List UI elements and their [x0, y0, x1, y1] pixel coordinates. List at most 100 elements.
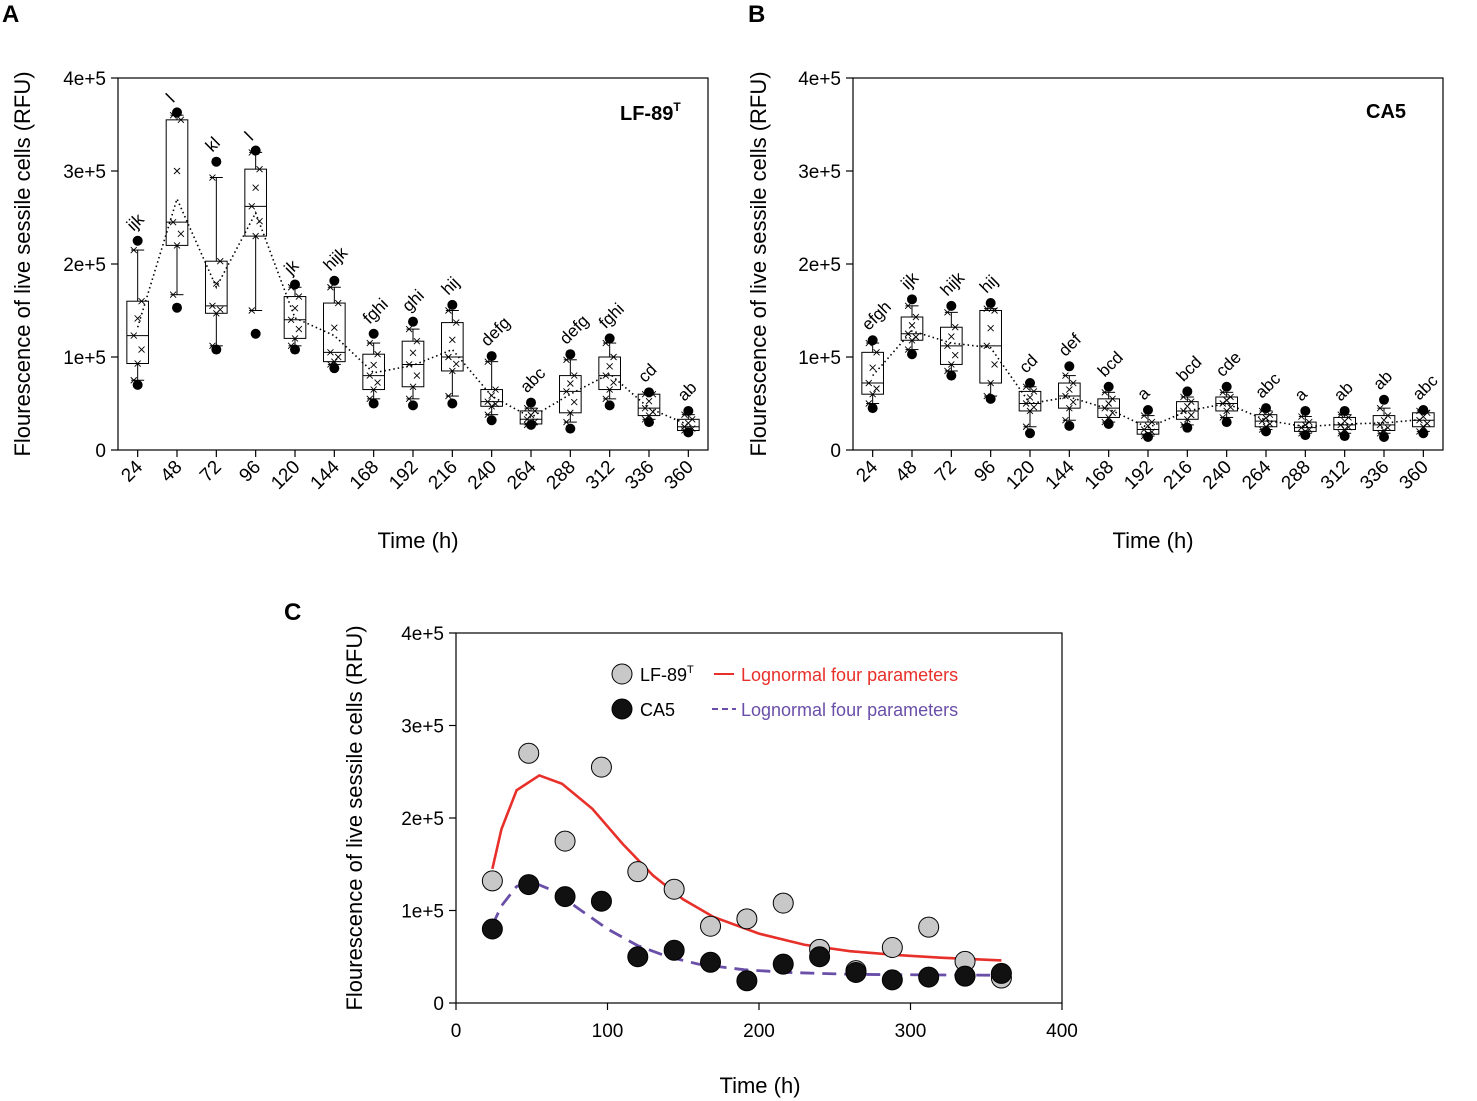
significance-letter: hij [438, 273, 463, 298]
observation-marker [1030, 403, 1038, 411]
panel-a-y-axis: 0 1e+5 2e+5 3e+5 4e+5 [63, 69, 118, 462]
x-tick-label: 96 [970, 457, 1000, 487]
box-168: fghi [359, 295, 392, 409]
box-48: ijk [897, 268, 924, 360]
box-body [861, 351, 884, 395]
y-tick-label: 1e+5 [401, 902, 444, 923]
y-tick-label: 3e+5 [63, 162, 106, 183]
outlier-point [329, 363, 340, 374]
box-body [598, 356, 621, 391]
significance-letter: hijk [937, 268, 969, 300]
box-360: ab [674, 378, 701, 438]
data-point-lf89 [772, 892, 794, 914]
outlier-point [1261, 426, 1271, 437]
box-312: fghi [595, 299, 628, 411]
data-point-lf89 [518, 742, 540, 764]
y-tick-label: 2e+5 [63, 255, 106, 276]
outlier-point [946, 370, 957, 381]
observation-marker [1227, 393, 1234, 401]
y-tick-label: 3e+5 [401, 717, 444, 738]
panel-c-plot-frame [455, 632, 1063, 1004]
observation-marker [951, 323, 959, 331]
outlier-point [683, 405, 694, 416]
box-24: ijk [123, 209, 149, 390]
box-body [900, 316, 924, 341]
observation-marker [334, 299, 342, 307]
observation-marker [138, 346, 145, 353]
x-tick-label: 0 [451, 1021, 462, 1042]
box-body [480, 389, 503, 407]
x-tick-label: 312 [582, 457, 619, 494]
observation-marker [248, 307, 256, 314]
x-tick-label: 360 [1396, 457, 1433, 494]
observation-marker [610, 379, 617, 386]
panel-c-plot-area [481, 742, 1012, 992]
observation-marker [409, 383, 417, 391]
significance-letter: defg [556, 311, 593, 348]
box-24: efgh [858, 297, 895, 414]
outlier-point [1339, 431, 1350, 442]
outlier-point [1379, 431, 1389, 442]
data-point-ca5 [481, 918, 503, 940]
observation-marker [602, 372, 610, 379]
outlier-point [604, 333, 615, 344]
x-tick-label: 120 [267, 457, 304, 494]
box-body [441, 322, 464, 372]
mean-trend-line [872, 330, 1424, 429]
observation-marker [492, 386, 499, 393]
significance-letter: cde [1212, 348, 1245, 381]
x-tick-label: 240 [1199, 457, 1236, 494]
observation-marker [991, 361, 998, 368]
box-body [559, 375, 582, 414]
observation-marker [1066, 386, 1073, 393]
outlier-point [1025, 378, 1035, 389]
box-288: defg [556, 311, 593, 434]
outlier-point [946, 300, 957, 311]
x-tick-label: 168 [346, 457, 383, 494]
data-point-lf89 [627, 861, 649, 883]
outlier-point [683, 427, 694, 438]
panel-c: C 0 1e+5 2e+5 3e+5 4e+5 0 100 200 300 400 LF-89T… [284, 599, 1078, 1098]
data-point-ca5 [918, 966, 940, 988]
observation-marker [567, 409, 574, 417]
significance-letter: kl [202, 133, 224, 155]
observation-marker [912, 333, 920, 341]
data-point-ca5 [990, 962, 1012, 984]
observation-marker [606, 386, 613, 393]
observation-marker [908, 322, 916, 329]
box-168: bcd [1094, 348, 1127, 429]
observation-marker [169, 218, 177, 226]
observation-marker [134, 315, 141, 322]
observation-marker [1022, 400, 1030, 407]
box-120: jk [280, 256, 307, 355]
observation-marker [130, 332, 138, 339]
observation-marker [295, 293, 303, 300]
observation-marker [1062, 372, 1069, 379]
x-tick-label: 336 [1356, 457, 1393, 494]
box-body [283, 296, 307, 339]
x-tick-label: 288 [1278, 457, 1315, 494]
y-tick-label: 3e+5 [798, 162, 841, 183]
observation-marker [987, 324, 994, 332]
outlier-point [486, 351, 497, 362]
panel-a: A 0 1e+5 2e+5 3e+5 4e+5 24 48 72 96 120 144 168 192… [2, 1, 709, 553]
observation-marker [413, 372, 421, 379]
observation-marker [563, 388, 570, 395]
panel-b-y-axis: 0 1e+5 2e+5 3e+5 4e+5 [798, 69, 853, 462]
x-tick-label: 264 [503, 456, 541, 494]
significance-letter: abc [516, 363, 549, 396]
outlier-point [250, 328, 261, 339]
observation-marker [567, 380, 574, 387]
outlier-point [211, 344, 222, 355]
observation-marker [169, 291, 177, 299]
significance-letter: fghi [359, 295, 392, 328]
observation-marker [610, 353, 617, 361]
box-48: l [162, 90, 189, 313]
significance-letter: bcd [1173, 352, 1206, 385]
box-96: hij [976, 271, 1002, 404]
observation-marker [1380, 416, 1388, 424]
observation-marker [1384, 424, 1392, 431]
outlier-point [486, 415, 497, 426]
observation-marker [1184, 402, 1191, 410]
legend-ca5-marker [611, 698, 633, 720]
